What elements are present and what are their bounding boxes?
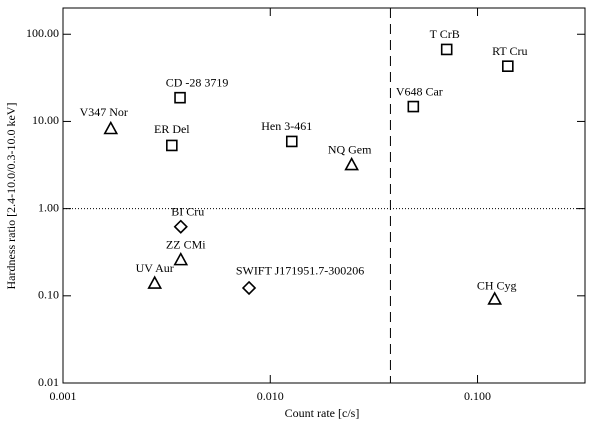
point-label: V648 Car — [396, 84, 443, 98]
point-label: NQ Gem — [328, 142, 372, 156]
point — [502, 60, 514, 73]
point — [344, 156, 360, 171]
point-label: V347 Nor — [80, 105, 128, 119]
point-label: CH Cyg — [477, 279, 517, 293]
point-label: BI Cru — [171, 204, 204, 218]
plot-frame — [62, 7, 586, 384]
point — [285, 135, 298, 148]
point-label: ER Del — [154, 122, 190, 136]
point-label: T CrB — [430, 27, 460, 41]
point-label: CD -28 3719 — [166, 75, 229, 89]
y-tick-label: 10.00 — [32, 113, 59, 127]
point-label: UV Aur — [136, 261, 174, 275]
x-tick-label: 0.001 — [50, 389, 77, 403]
point-label: SWIFT J171951.7-300206 — [236, 264, 364, 278]
y-tick-label: 0.10 — [38, 288, 59, 302]
point — [440, 43, 453, 56]
point-label: ZZ CMi — [166, 237, 206, 251]
y-tick-label: 1.00 — [38, 200, 59, 214]
point — [103, 120, 119, 135]
point — [147, 275, 163, 289]
point — [173, 219, 188, 234]
y-tick-label: 100.00 — [26, 26, 59, 40]
point — [241, 280, 257, 296]
x-tick-label: 0.100 — [464, 389, 491, 403]
point — [173, 251, 189, 266]
point — [407, 100, 420, 113]
point — [487, 291, 503, 305]
point-label: RT Cru — [492, 44, 527, 58]
point-label: Hen 3-461 — [261, 119, 312, 133]
x-axis-label: Count rate [c/s] — [285, 406, 360, 420]
x-tick-label: 0.010 — [257, 389, 284, 403]
y-axis-label: Hardness ratio [2.4-10.0/0.3-10.0 keV] — [4, 103, 18, 290]
point — [166, 139, 178, 152]
y-tick-label: 0.01 — [38, 375, 59, 389]
point — [174, 91, 186, 104]
